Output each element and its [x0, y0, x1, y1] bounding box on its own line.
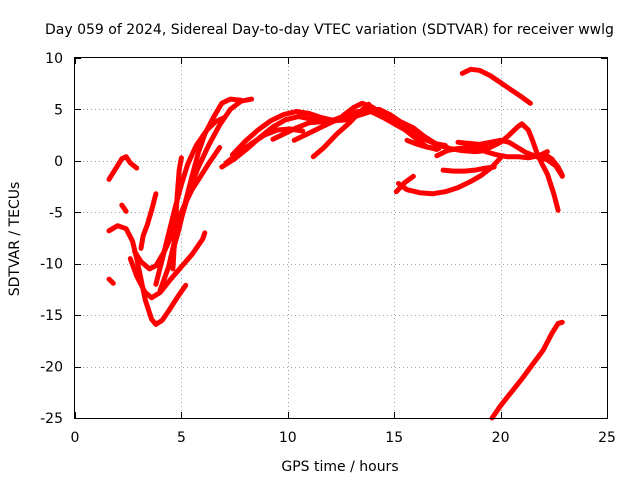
data-series-arc-24: [455, 137, 565, 179]
y-tick-label-2: -15: [40, 308, 63, 324]
x-tick-label-2: 10: [279, 430, 297, 446]
ticks: 0 5 10 15 20 25 -25 -20 -15 -10 -5 0 5 10: [40, 51, 616, 446]
data-series-arc-25: [483, 149, 550, 161]
y-tick-label-6: 5: [54, 102, 63, 118]
x-tick-label-1: 5: [177, 430, 186, 446]
data-series-arc-5: [127, 230, 208, 301]
x-tick-label-3: 15: [385, 430, 403, 446]
data-series-arc-21: [404, 137, 442, 151]
x-tick-label-5: 25: [598, 430, 616, 446]
data-series-arc-19: [396, 155, 504, 197]
y-axis-label: SDTVAR / TECUs: [7, 182, 23, 297]
y-tick-label-5: 0: [54, 154, 63, 170]
x-tick-label-4: 20: [492, 430, 510, 446]
x-tick-label-0: 0: [71, 430, 80, 446]
data-series-arc-18: [340, 100, 384, 119]
data-series-arc-7: [138, 191, 159, 251]
data-series-arc-2: [119, 202, 129, 214]
chart-title: Day 059 of 2024, Sidereal Day-to-day VTE…: [45, 22, 614, 38]
data-series-arc-20: [393, 173, 416, 195]
plot-frame: [74, 57, 608, 419]
y-tick-label-7: 10: [45, 51, 63, 67]
y-tick-label-1: -20: [40, 360, 63, 376]
data-series-arc-1: [106, 154, 140, 182]
data-series-arc-28: [542, 152, 565, 178]
data-series-arc-27: [489, 319, 565, 421]
x-axis-label: GPS time / hours: [281, 459, 398, 475]
data-series-arc-4: [106, 223, 189, 327]
data-series-arc-26: [459, 66, 533, 106]
series-group: [106, 66, 565, 421]
y-tick-label-0: -25: [40, 411, 63, 427]
y-tick-label-4: -5: [49, 205, 63, 221]
data-series-arc-10: [168, 96, 244, 262]
y-tick-label-3: -10: [40, 257, 63, 273]
data-series-arc-15: [270, 119, 333, 142]
data-series-arc-22: [434, 121, 561, 213]
data-series-arc-3: [106, 276, 116, 286]
data-series-arc-23: [440, 164, 497, 174]
data-series-arc-11: [170, 155, 184, 272]
